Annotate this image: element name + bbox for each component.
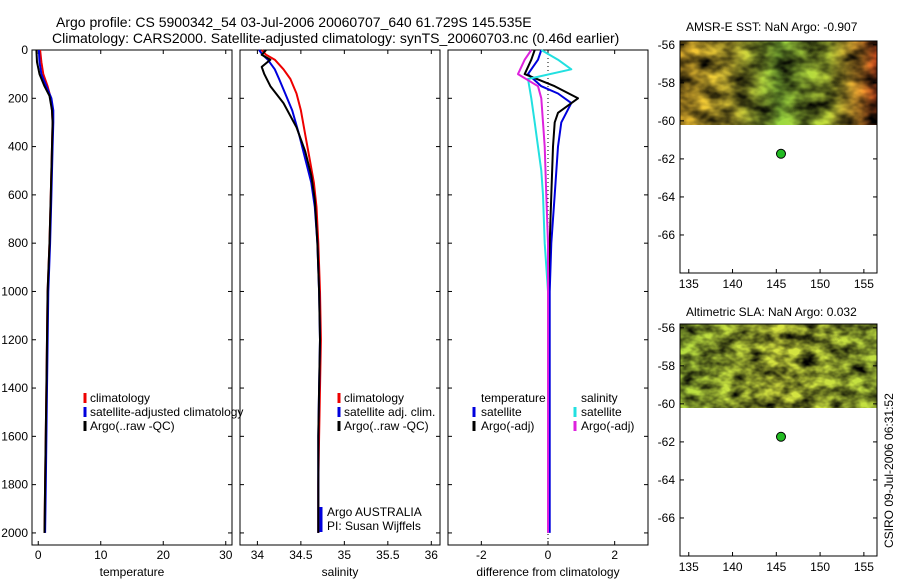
sla-map-title: Altimetric SLA: NaN Argo: 0.032 [686, 305, 857, 319]
sst_map-argo-marker [775, 148, 786, 159]
salinity-legend: climatology satellite adj. clim. Argo(..… [319, 391, 435, 533]
figure-title-line2: Climatology: CARS2000. Satellite-adjuste… [52, 30, 619, 46]
diff-legend-salinity-title: salinity [581, 391, 618, 405]
legend-argo: Argo(..raw -QC) [90, 419, 175, 433]
sst-map-anomaly [680, 41, 877, 125]
sst_map-ytick-label: -64 [658, 190, 676, 204]
sla_map-ytick-label: -56 [658, 321, 676, 335]
temperature-series-argo-raw-qc- [35, 49, 54, 533]
salinity-xtick-label: 34.5 [289, 548, 313, 562]
watermark: CSIRO 09-Jul-2006 06:31:52 [882, 393, 896, 548]
difference-xtick-label: 0 [545, 548, 552, 562]
sst_map-xtick-label: 155 [854, 277, 874, 291]
sst-map [679, 40, 878, 274]
sla_map-ytick-label: -60 [658, 397, 676, 411]
temperature-ytick-label: 1600 [1, 429, 28, 443]
sla_map-xtick-label: 145 [766, 560, 786, 574]
temperature-xtick-label: 30 [219, 548, 233, 562]
salinity-series-argo-raw-qc- [260, 49, 321, 533]
sst-map-title: AMSR-E SST: NaN Argo: -0.907 [686, 20, 858, 34]
salinity-series-climatology [260, 49, 322, 533]
temperature-xtick-label: 0 [35, 548, 42, 562]
sla-map-frame [679, 323, 878, 557]
diff-legend-temp-argo: Argo(-adj) [481, 419, 534, 433]
sla_map-xtick-label: 140 [723, 560, 743, 574]
sst_map-xtick-label: 140 [723, 277, 743, 291]
sla_map-xtick-label: 135 [679, 560, 699, 574]
temperature-ytick-label: 1400 [1, 381, 28, 395]
temperature-ytick-label: 400 [8, 140, 28, 154]
credit-line1: Argo AUSTRALIA [327, 505, 422, 519]
sal-legend-satellite: satellite adj. clim. [344, 405, 435, 419]
sst_map-xtick-label: 135 [679, 277, 699, 291]
difference-legend: temperature salinity satellite Argo(-adj… [472, 391, 634, 433]
temperature-ytick-label: 2000 [1, 526, 28, 540]
difference-xtick-label: 2 [611, 548, 618, 562]
salinity-xtick-label: 36 [425, 548, 439, 562]
sst_map-ytick-label: -62 [658, 152, 676, 166]
salinity-series-satellite-adj-clim- [258, 49, 321, 533]
temperature-ytick-label: 1000 [1, 284, 28, 298]
salinity-xtick-label: 34 [251, 548, 265, 562]
legend-climatology: climatology [90, 391, 150, 405]
temperature-ytick-label: 800 [8, 236, 28, 250]
temperature-xtick-label: 20 [157, 548, 171, 562]
sst_map-ytick-label: -66 [658, 228, 676, 242]
salinity-xtick-label: 35.5 [376, 548, 400, 562]
diff-legend-sal-satellite: satellite [581, 405, 622, 419]
temperature-ytick-label: 0 [21, 43, 28, 57]
temperature-panel-frame [31, 49, 233, 546]
temperature-legend: climatology satellite-adjusted climatolo… [83, 391, 243, 433]
temperature-xtick-label: 10 [94, 548, 108, 562]
salinity-panel-frame [239, 49, 441, 546]
sla_map-ytick-label: -58 [658, 359, 676, 373]
temperature-ytick-label: 600 [8, 188, 28, 202]
credit-line2: PI: Susan Wijffels [327, 519, 421, 533]
sst_map-ytick-label: -60 [658, 114, 676, 128]
figure-title-line1: Argo profile: CS 5900342_54 03-Jul-2006 … [56, 14, 532, 30]
sla-map-anomaly [680, 324, 877, 408]
temperature-axis-label: temperature [100, 565, 165, 579]
difference-series-salinity-argo-adj- [517, 49, 549, 533]
diff-legend-temperature-title: temperature [481, 391, 546, 405]
diff-legend-temp-satellite: satellite [481, 405, 522, 419]
sal-legend-climatology: climatology [344, 391, 404, 405]
sla_map-argo-marker [775, 431, 786, 442]
difference-xtick-label: -2 [476, 548, 487, 562]
sla_map-xtick-label: 155 [854, 560, 874, 574]
salinity-axis-label: salinity [322, 565, 359, 579]
temperature-ytick-label: 200 [8, 91, 28, 105]
sst_map-ytick-label: -56 [658, 38, 676, 52]
difference-axis-label: difference from climatology [476, 565, 619, 579]
sal-legend-argo: Argo(..raw -QC) [344, 419, 429, 433]
difference-series-temperature-argo-adj- [523, 49, 579, 533]
sla-map [679, 323, 878, 557]
sst_map-ytick-label: -58 [658, 76, 676, 90]
temperature-ytick-label: 1800 [1, 478, 28, 492]
sla_map-ytick-label: -66 [658, 511, 676, 525]
diff-legend-sal-argo: Argo(-adj) [581, 419, 634, 433]
sla_map-ytick-label: -64 [658, 473, 676, 487]
legend-satellite: satellite-adjusted climatology [90, 405, 243, 419]
sst-map-frame [679, 40, 878, 274]
sla_map-xtick-label: 150 [810, 560, 830, 574]
salinity-xtick-label: 35 [338, 548, 352, 562]
sla_map-ytick-label: -62 [658, 435, 676, 449]
sst_map-xtick-label: 150 [810, 277, 830, 291]
temperature-ytick-label: 1200 [1, 333, 28, 347]
sst_map-xtick-label: 145 [766, 277, 786, 291]
